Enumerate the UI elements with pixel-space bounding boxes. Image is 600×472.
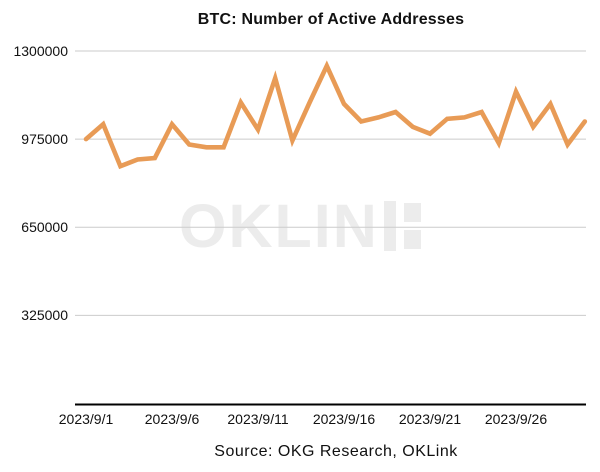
x-axis-tick-label: 2023/9/1 <box>58 411 114 427</box>
y-axis-tick-label: 1300000 <box>13 43 68 59</box>
oklink-k-dot-top <box>403 203 421 222</box>
y-axis-tick-label: 650000 <box>21 219 68 236</box>
x-axis-tick-label: 2023/9/16 <box>312 411 376 427</box>
y-axis-tick-label: 975000 <box>21 131 68 148</box>
oklink-k-bar <box>383 201 396 251</box>
oklink-watermark-logo: OKLIN <box>179 192 421 260</box>
oklink-k-dot-bottom <box>403 230 421 249</box>
oklink-k-dots <box>403 201 421 251</box>
chart-title: BTC: Number of Active Addresses <box>197 11 465 28</box>
active-addresses-line <box>83 60 588 170</box>
x-axis-tick-label: 2023/9/11 <box>227 411 289 427</box>
x-axis-tick-label: 2023/9/21 <box>398 411 462 427</box>
source-caption: Source: OKG Research, OKLink <box>214 443 458 460</box>
oklink-watermark-text: OKLIN <box>179 192 379 260</box>
x-axis-tick-label: 2023/9/26 <box>484 411 548 427</box>
x-axis-tick-label: 2023/9/6 <box>144 411 200 427</box>
y-axis-tick-label: 325000 <box>21 307 68 324</box>
oklink-watermark-k-mark <box>383 201 421 251</box>
